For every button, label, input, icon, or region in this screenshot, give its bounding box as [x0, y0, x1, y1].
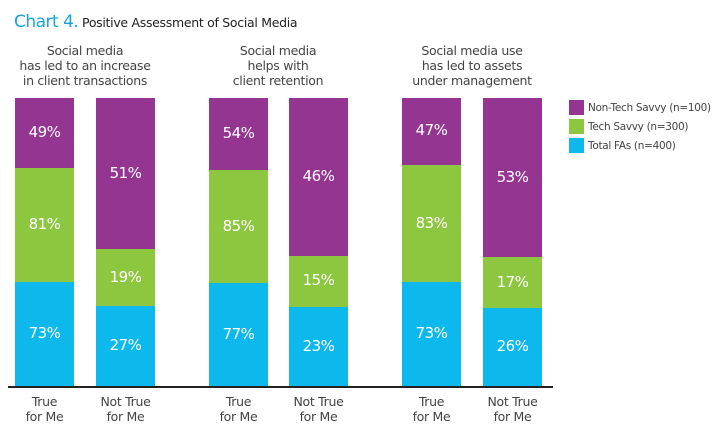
stacked-bar: 49% 81% 73%	[15, 98, 74, 387]
legend-label: Total FAs (n=400)	[588, 139, 676, 152]
bar-segment-non-tech: 46%	[289, 98, 348, 257]
bar-segment-tech: 85%	[209, 170, 268, 284]
legend-item: Tech Savvy (n=300)	[569, 117, 711, 136]
x-tick-label: Not True for Me	[100, 394, 151, 424]
legend-swatch	[569, 119, 584, 134]
bar-segment-total: 27%	[96, 305, 155, 387]
chart-title-text: Positive Assessment of Social Media	[82, 15, 298, 30]
x-tick-label: True for Me	[412, 394, 451, 424]
legend-swatch	[569, 138, 584, 153]
bar-segment-total: 23%	[289, 307, 348, 387]
data-label: 47%	[415, 121, 448, 140]
x-tick-label: True for Me	[219, 394, 258, 424]
stacked-bar: 51% 19% 27%	[96, 98, 155, 387]
data-label: 23%	[302, 336, 335, 355]
group-label: Social media has led to an increase in cli…	[19, 43, 151, 88]
data-label: 81%	[28, 214, 61, 233]
bar-segment-tech: 81%	[15, 167, 74, 283]
data-label: 27%	[109, 335, 142, 354]
x-axis-baseline	[8, 386, 553, 388]
data-label: 73%	[415, 324, 448, 343]
data-label: 51%	[109, 163, 142, 182]
bar-segment-total: 26%	[483, 308, 542, 387]
bar-segment-total: 73%	[402, 282, 461, 387]
data-label: 54%	[222, 124, 255, 142]
data-label: 15%	[302, 271, 335, 290]
legend: Non-Tech Savvy (n=100) Tech Savvy (n=300)…	[569, 98, 711, 155]
legend-item: Total FAs (n=400)	[569, 136, 711, 155]
data-label: 85%	[222, 216, 255, 235]
stacked-bar: 54% 85% 77%	[209, 98, 268, 387]
bar-segment-tech: 17%	[483, 257, 542, 309]
legend-item: Non-Tech Savvy (n=100)	[569, 98, 711, 117]
bar-segment-tech: 15%	[289, 255, 348, 308]
bar-segment-non-tech: 49%	[15, 98, 74, 169]
bar-segment-non-tech: 51%	[96, 98, 155, 250]
data-label: 19%	[109, 267, 142, 286]
x-tick-label: Not True for Me	[487, 394, 538, 424]
chart-title-lead: Chart 4.	[14, 12, 79, 32]
data-label: 46%	[302, 166, 335, 185]
data-label: 73%	[28, 324, 61, 343]
data-label: 53%	[496, 167, 529, 186]
bar-segment-non-tech: 54%	[209, 98, 268, 171]
bar-segment-total: 73%	[15, 282, 74, 387]
x-tick-label: True for Me	[25, 394, 64, 424]
legend-label: Tech Savvy (n=300)	[588, 120, 689, 133]
bar-segment-non-tech: 53%	[483, 98, 542, 258]
data-label: 17%	[496, 272, 529, 291]
group-label: Social media use has led to assets under m…	[412, 43, 532, 88]
bar-segment-total: 77%	[209, 283, 268, 387]
data-label: 77%	[222, 324, 255, 343]
legend-swatch	[569, 100, 584, 115]
stacked-bar: 47% 83% 73%	[402, 98, 461, 387]
data-label: 26%	[496, 337, 529, 355]
x-tick-label: Not True for Me	[293, 394, 344, 424]
chart-title: Chart 4. Positive Assessment of Social M…	[14, 12, 298, 32]
bar-segment-tech: 83%	[402, 164, 461, 283]
group-label: Social media helps with client retention	[232, 43, 324, 88]
bar-segment-tech: 19%	[96, 249, 155, 307]
bar-segment-non-tech: 47%	[402, 98, 461, 166]
stacked-bar: 53% 17% 26%	[483, 98, 542, 387]
data-label: 49%	[28, 122, 61, 141]
stacked-bar: 46% 15% 23%	[289, 98, 348, 387]
data-label: 83%	[415, 213, 448, 232]
legend-label: Non-Tech Savvy (n=100)	[588, 101, 711, 114]
